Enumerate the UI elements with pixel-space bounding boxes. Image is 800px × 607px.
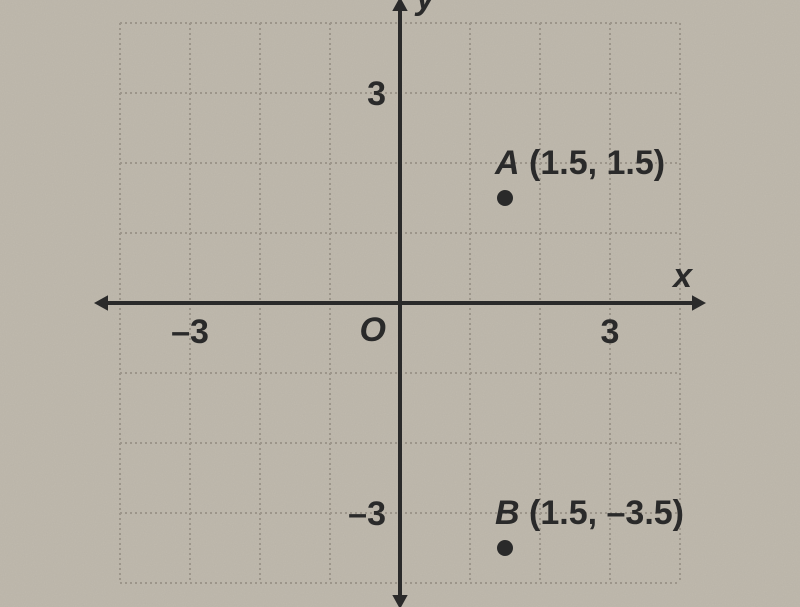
point-a-label: A (1.5, 1.5) [494,144,665,182]
point-b-label: B (1.5, –3.5) [495,494,684,532]
point-b-coords: (1.5, –3.5) [529,494,684,532]
x-axis-label: x [671,257,694,295]
point-a-letter: A [494,144,520,182]
coordinate-plane-figure: y x O 3 –3 3 –3 A (1.5, 1.5) B (1.5, –3.5) [0,0,800,607]
coordinate-plane-svg: y x O 3 –3 3 –3 A (1.5, 1.5) B (1.5, –3.5) [0,0,800,607]
y-axis-label: y [414,0,437,17]
tick-label-y-neg: –3 [348,495,386,533]
point-b-marker [497,540,513,556]
point-b-letter: B [495,494,520,532]
tick-label-x-pos: 3 [601,313,620,351]
point-a-coords: (1.5, 1.5) [529,144,665,182]
origin-label: O [360,311,386,349]
point-a-marker [497,190,513,206]
tick-label-x-neg: –3 [171,313,209,351]
tick-label-y-pos: 3 [367,75,386,113]
